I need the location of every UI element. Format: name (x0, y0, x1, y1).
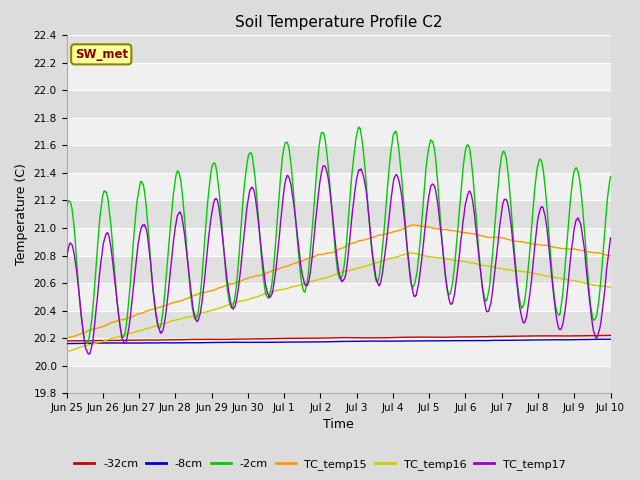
TC_temp15 (542, 242, 550, 248)
Line: -8cm: -8cm (67, 339, 611, 344)
TC_temp15 (184, 296, 191, 301)
-32cm (494, 334, 502, 339)
-32cm (170, 337, 178, 343)
-8cm (184, 340, 191, 346)
TC_temp16 (494, 265, 502, 271)
-2cm (63, 204, 70, 210)
-2cm (607, 174, 614, 180)
TC_temp15 (170, 300, 178, 305)
Bar (67, 63, 611, 90)
TC_temp16 (244, 297, 252, 302)
Bar (67, 366, 611, 393)
-8cm (542, 337, 550, 343)
TC_temp17 (63, 255, 70, 261)
Title: Soil Temperature Profile C2: Soil Temperature Profile C2 (235, 15, 442, 30)
Bar (67, 338, 611, 366)
Bar (67, 201, 611, 228)
Bar (67, 145, 611, 173)
-8cm (244, 339, 252, 345)
TC_temp17 (543, 223, 550, 229)
-32cm (542, 333, 550, 339)
TC_temp16 (408, 250, 415, 256)
TC_temp16 (607, 284, 614, 290)
TC_temp15 (423, 224, 431, 229)
-32cm (423, 334, 431, 340)
Bar (67, 311, 611, 338)
-32cm (607, 333, 614, 338)
-32cm (244, 336, 252, 342)
-32cm (63, 338, 70, 344)
Bar (67, 173, 611, 201)
-2cm (355, 124, 363, 130)
-2cm (495, 178, 502, 184)
-8cm (170, 340, 178, 346)
Legend: -32cm, -8cm, -2cm, TC_temp15, TC_temp16, TC_temp17: -32cm, -8cm, -2cm, TC_temp15, TC_temp16,… (70, 455, 570, 474)
-8cm (604, 336, 611, 342)
Line: TC_temp15: TC_temp15 (67, 225, 611, 338)
-2cm (424, 153, 431, 159)
-8cm (63, 341, 70, 347)
-2cm (543, 199, 550, 205)
TC_temp16 (63, 349, 70, 355)
TC_temp17 (84, 351, 92, 357)
-8cm (494, 337, 502, 343)
Bar (67, 255, 611, 283)
X-axis label: Time: Time (323, 419, 354, 432)
TC_temp17 (321, 163, 328, 168)
Line: -2cm: -2cm (67, 127, 611, 343)
Line: TC_temp16: TC_temp16 (67, 253, 611, 352)
TC_temp15 (607, 253, 614, 259)
-32cm (184, 336, 191, 342)
TC_temp15 (244, 275, 252, 281)
TC_temp15 (410, 222, 417, 228)
-2cm (184, 261, 192, 267)
TC_temp17 (495, 234, 502, 240)
-2cm (83, 340, 91, 346)
TC_temp17 (171, 230, 179, 236)
TC_temp16 (184, 314, 191, 320)
-8cm (423, 338, 431, 344)
-2cm (245, 152, 253, 158)
Bar (67, 118, 611, 145)
TC_temp17 (184, 261, 192, 266)
TC_temp15 (494, 235, 502, 240)
Bar (67, 228, 611, 255)
TC_temp16 (542, 273, 550, 279)
TC_temp16 (170, 318, 178, 324)
Bar (67, 283, 611, 311)
Line: TC_temp17: TC_temp17 (67, 166, 611, 354)
TC_temp17 (607, 235, 614, 241)
TC_temp16 (423, 253, 431, 259)
TC_temp17 (424, 202, 431, 208)
Text: SW_met: SW_met (75, 48, 128, 61)
-2cm (171, 181, 179, 187)
Bar (67, 36, 611, 63)
TC_temp15 (63, 336, 70, 341)
Line: -32cm: -32cm (67, 336, 611, 341)
-8cm (607, 336, 614, 342)
Y-axis label: Temperature (C): Temperature (C) (15, 163, 28, 265)
TC_temp17 (245, 194, 253, 200)
Bar (67, 90, 611, 118)
